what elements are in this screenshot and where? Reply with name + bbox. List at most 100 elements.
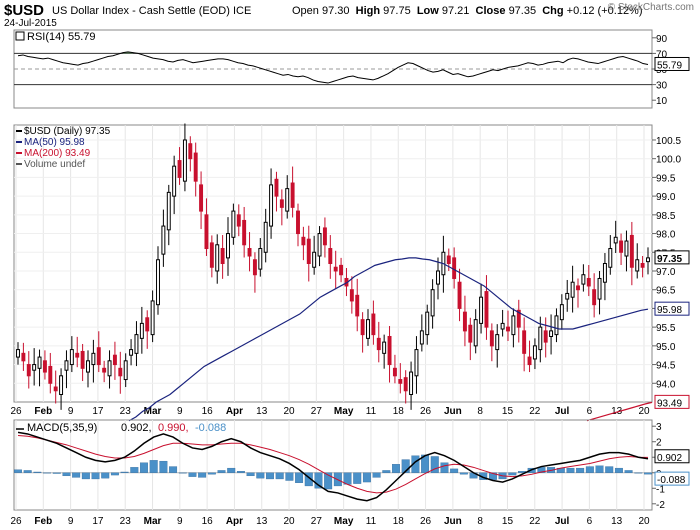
macd-xtick-label: 9 — [177, 516, 183, 527]
price-candle-body — [236, 214, 241, 227]
macd-xtick-label: 9 — [68, 516, 74, 527]
price-ytick-label: 98.0 — [656, 230, 676, 241]
price-xtick-label: 26 — [420, 406, 432, 417]
price-candle-body — [495, 334, 500, 351]
price-candle-body — [425, 311, 430, 336]
price-candle-body — [597, 277, 602, 300]
price-candle-body — [592, 289, 597, 306]
price-candle-body — [565, 292, 570, 300]
price-candle-body — [269, 184, 274, 227]
macd-histogram-bar — [23, 470, 32, 473]
price-candle-body — [549, 330, 554, 337]
macd-histogram-bar — [566, 467, 575, 473]
price-candle-body — [177, 160, 182, 178]
rsi-ytick-label: 30 — [656, 81, 668, 92]
macd-histogram-bar — [450, 468, 459, 473]
price-candle-body — [75, 352, 80, 358]
quote-summary: Open 97.30 High 97.75 Low 97.21 Close 97… — [292, 5, 643, 17]
macd-xtick-label: 23 — [120, 516, 132, 527]
rsi-legend-swatch — [15, 31, 25, 41]
price-xtick-label: Jul — [555, 406, 570, 417]
price-candle-body — [646, 257, 650, 263]
price-candle-body — [231, 210, 236, 238]
macd-histogram-bar — [14, 469, 22, 473]
macd-xtick-label: Feb — [34, 516, 52, 527]
macd-xtick-label: Jun — [444, 516, 462, 527]
price-candle-body — [468, 324, 473, 343]
macd-xtick-label: 13 — [611, 516, 623, 527]
macd-xtick-label: 20 — [638, 516, 650, 527]
price-ytick-label: 100.5 — [656, 136, 681, 147]
price-legend-swatch — [16, 163, 22, 165]
price-xtick-label: 23 — [120, 406, 132, 417]
price-candle-body — [102, 367, 107, 373]
price-candle-body — [613, 236, 618, 244]
macd-xtick-label: 17 — [92, 516, 104, 527]
macd-histogram-bar — [576, 467, 585, 473]
price-xtick-label: May — [334, 406, 354, 417]
price-candle-body — [59, 375, 64, 396]
macd-histogram-bar — [81, 472, 90, 480]
price-candle-body — [403, 377, 408, 392]
price-candle-body — [581, 274, 586, 285]
macd-legend-value: 0.902, — [121, 422, 152, 434]
macd-xtick-label: 15 — [502, 516, 514, 527]
macd-last-label: 0.902 — [657, 453, 682, 464]
price-candle-body — [414, 349, 419, 377]
price-candle-body — [522, 330, 527, 354]
price-xtick-label: 18 — [393, 406, 405, 417]
price-legend-swatch — [16, 141, 22, 143]
price-candle-body — [96, 347, 101, 366]
macd-histogram-bar — [227, 467, 236, 473]
price-ytick-label: 99.5 — [656, 173, 676, 184]
price-candle-body — [640, 263, 645, 268]
price-candle-body — [339, 264, 344, 276]
macd-histogram-bar — [62, 472, 71, 477]
macd-xtick-label: 20 — [283, 516, 295, 527]
macd-histogram-bar — [236, 471, 245, 473]
price-candle-body — [559, 304, 564, 321]
macd-xtick-label: 26 — [10, 516, 22, 527]
price-candle-body — [473, 319, 478, 347]
macd-xtick-label: 8 — [477, 516, 483, 527]
price-candle-body — [355, 294, 360, 317]
macd-xtick-label: 6 — [587, 516, 593, 527]
price-candle-body — [258, 248, 263, 270]
macd-histogram-bar — [246, 472, 255, 477]
price-candle-body — [312, 251, 317, 268]
price-legend-label: $USD (Daily) 97.35 — [24, 126, 111, 137]
macd-histogram-bar — [605, 466, 614, 473]
macd-histogram-bar — [188, 472, 197, 477]
price-candle-body — [274, 178, 279, 197]
price-xtick-label: 8 — [477, 406, 483, 417]
price-candle-body — [306, 238, 311, 264]
price-candle-body — [134, 334, 139, 354]
macd-histogram-bar — [392, 464, 400, 473]
price-candle-body — [576, 285, 580, 291]
high-value: 97.75 — [383, 5, 411, 17]
macd-histogram-bar — [459, 472, 468, 475]
macd-histogram-bar — [110, 472, 119, 476]
price-panel-frame — [13, 124, 653, 403]
macd-histogram-bar — [256, 472, 265, 479]
price-xtick-label: 6 — [587, 406, 593, 417]
macd-legend-label: MACD(5,35,9) — [27, 422, 97, 434]
macd-line — [17, 431, 649, 502]
price-candle-body — [457, 281, 462, 309]
open-label: Open — [292, 5, 319, 17]
price-last-label: 97.35 — [657, 254, 682, 265]
price-ytick-label: 99.0 — [656, 192, 676, 203]
macd-histogram-bar — [362, 472, 371, 483]
macd-histogram-bar — [295, 472, 304, 483]
price-candle-body — [554, 315, 559, 336]
price-candle-body — [53, 386, 58, 392]
macd-histogram-bar — [634, 472, 643, 474]
macd-histogram-bar — [207, 472, 216, 475]
price-candle-body — [527, 356, 532, 366]
price-candle-body — [182, 139, 187, 182]
rsi-last-label: 55.79 — [657, 60, 682, 71]
macd-histogram-bar — [401, 459, 410, 473]
macd-histogram-bar — [595, 465, 604, 473]
price-candle-body — [371, 313, 376, 336]
price-candle-body — [366, 319, 370, 339]
